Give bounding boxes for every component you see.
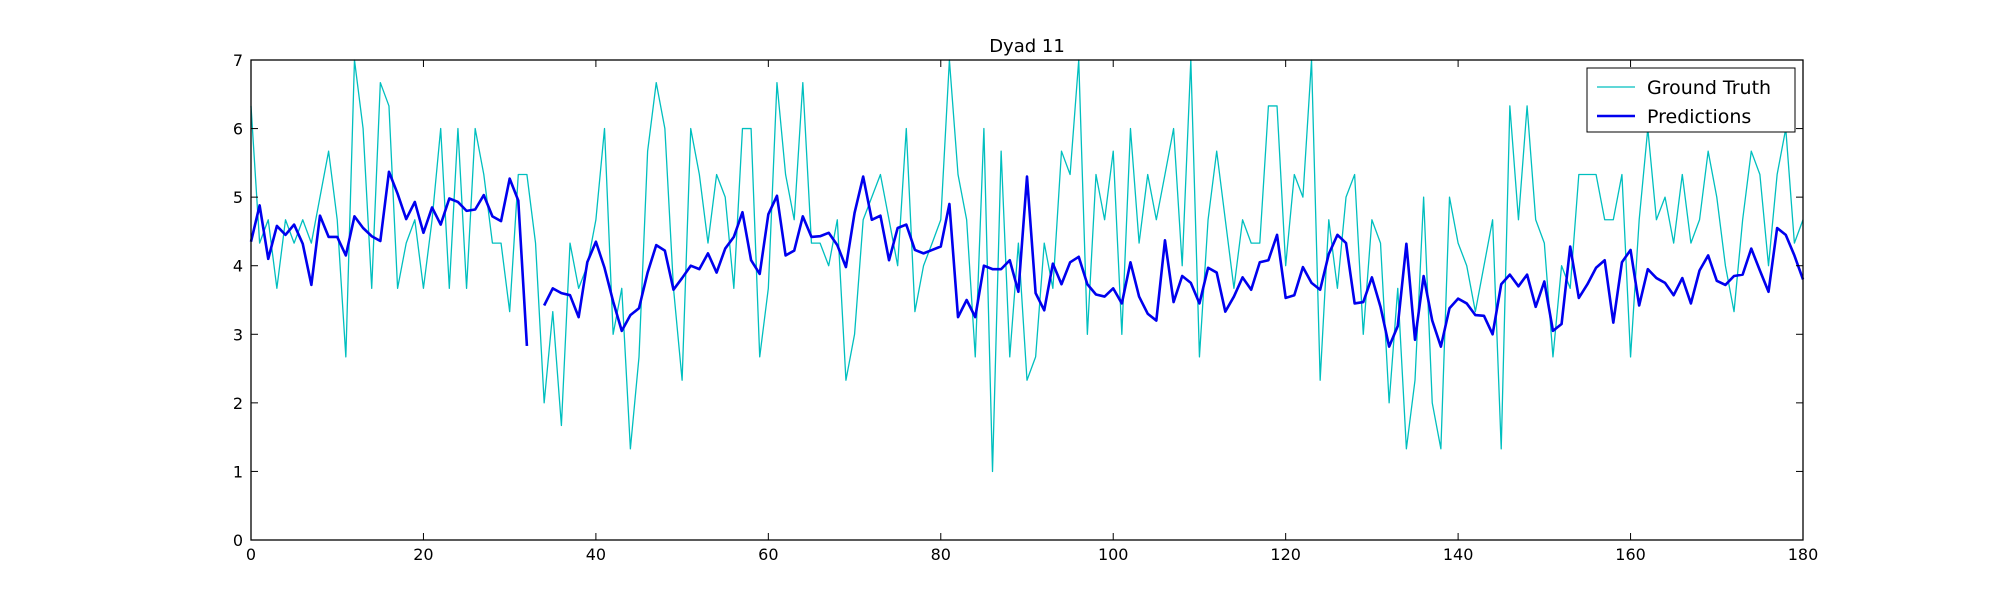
x-tick-label: 120 — [1270, 545, 1301, 564]
x-tick-label: 0 — [246, 545, 256, 564]
y-tick-label: 7 — [233, 51, 243, 70]
x-axis: 0 20 40 60 80 100 120 140 160 180 — [246, 60, 1818, 564]
y-tick-label: 5 — [233, 188, 243, 207]
legend-box — [1586, 67, 1796, 133]
x-tick-label: 140 — [1443, 545, 1474, 564]
y-tick-label: 2 — [233, 394, 243, 413]
series-line-0 — [250, 59, 1804, 473]
x-tick-label: 180 — [1788, 545, 1819, 564]
series-line-1 — [249, 170, 1805, 348]
x-tick-label: 40 — [586, 545, 606, 564]
y-tick-label: 6 — [233, 120, 243, 139]
y-tick-label: 4 — [233, 257, 243, 276]
y-tick-label: 0 — [233, 531, 243, 550]
x-tick-label: 20 — [413, 545, 433, 564]
x-tick-label: 60 — [758, 545, 778, 564]
y-tick-label: 1 — [233, 462, 243, 481]
y-tick-label: 3 — [233, 325, 243, 344]
legend: Ground Truth Predictions — [1586, 67, 1796, 133]
legend-label-0: Ground Truth — [1647, 77, 1771, 99]
x-tick-label: 100 — [1098, 545, 1129, 564]
x-tick-label: 160 — [1615, 545, 1646, 564]
legend-label-1: Predictions — [1647, 106, 1751, 128]
x-tick-label: 80 — [931, 545, 951, 564]
series-layer — [249, 59, 1805, 473]
plot-frame — [250, 59, 1804, 541]
y-axis: 0 1 2 3 4 5 6 7 — [233, 51, 1803, 550]
chart-title: Dyad 11 — [989, 36, 1065, 57]
